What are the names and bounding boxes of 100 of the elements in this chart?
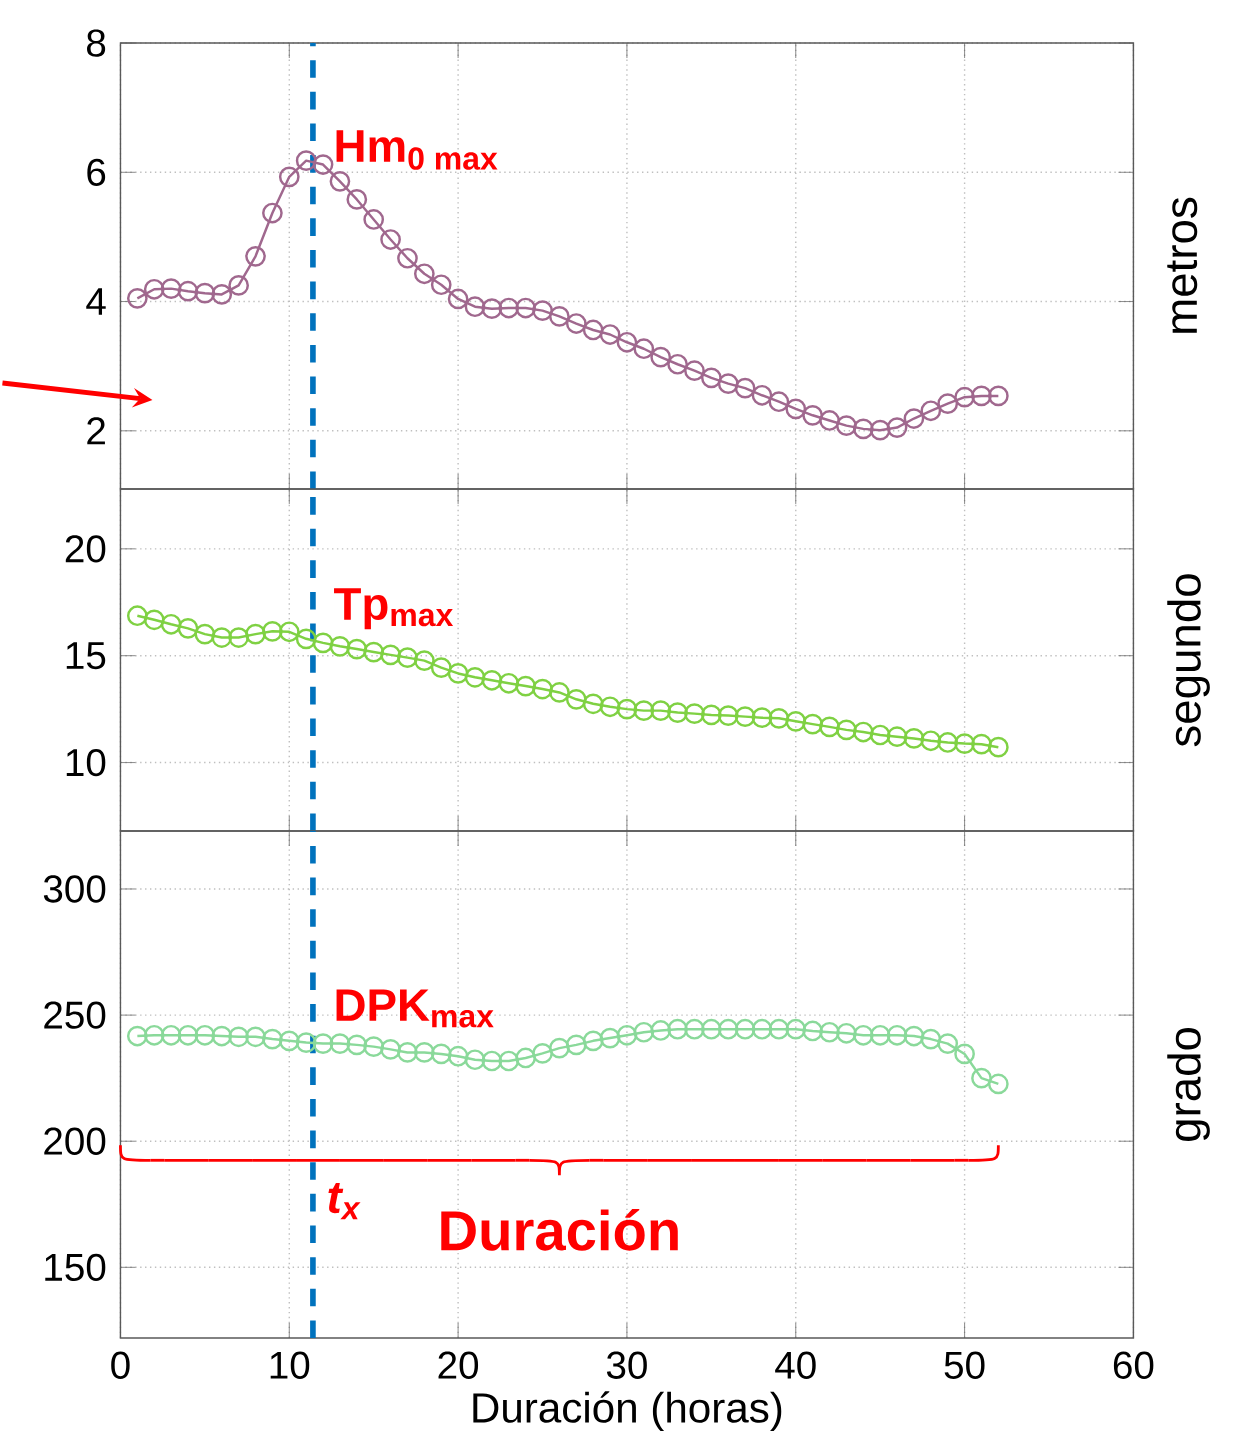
point — [903, 1025, 925, 1047]
point — [785, 710, 806, 732]
x-tick-label: 50 — [944, 1351, 985, 1379]
point — [481, 298, 503, 320]
point — [987, 1073, 1009, 1095]
point — [717, 705, 739, 726]
point — [261, 202, 283, 224]
point — [616, 1024, 638, 1046]
point — [751, 384, 773, 406]
point — [869, 419, 891, 441]
point — [329, 635, 351, 657]
point — [802, 1020, 823, 1042]
point — [548, 1037, 570, 1059]
point — [954, 1043, 975, 1065]
point — [430, 1043, 452, 1065]
point — [937, 732, 958, 753]
point — [346, 1034, 367, 1056]
point — [650, 1020, 671, 1041]
x-axis-title: Duración (horas) — [473, 1391, 782, 1432]
point — [278, 1030, 300, 1052]
point — [650, 700, 671, 721]
point — [380, 229, 401, 250]
y-tick-label: 300 — [43, 875, 106, 903]
point — [852, 418, 874, 440]
point — [261, 1028, 283, 1050]
point — [582, 693, 604, 715]
point — [987, 736, 1009, 758]
point — [565, 1034, 587, 1056]
point — [430, 657, 452, 679]
x-tick-label: 30 — [606, 1351, 647, 1379]
point — [143, 609, 165, 631]
point — [734, 1018, 756, 1040]
point — [464, 296, 486, 318]
point — [498, 297, 519, 319]
point — [633, 1021, 654, 1043]
point — [531, 678, 553, 700]
point — [295, 1032, 317, 1053]
point — [903, 728, 925, 749]
point — [734, 706, 756, 727]
x-tick-label: 60 — [1113, 1351, 1154, 1379]
point — [160, 613, 182, 635]
point — [599, 696, 621, 718]
x-tick-label: 40 — [774, 1351, 816, 1379]
point — [920, 1028, 941, 1050]
point — [565, 688, 587, 710]
point — [683, 703, 705, 724]
point — [937, 393, 958, 415]
point — [667, 1018, 688, 1040]
point — [380, 644, 401, 666]
point — [515, 297, 536, 319]
point — [818, 410, 840, 431]
point — [599, 1027, 621, 1049]
point — [751, 707, 773, 729]
point — [244, 1026, 266, 1048]
point — [954, 386, 975, 408]
point — [312, 154, 334, 175]
point — [312, 632, 334, 654]
y-axis-title: segundo — [1167, 574, 1210, 747]
point — [363, 209, 384, 230]
point — [734, 377, 756, 399]
point — [380, 1039, 401, 1060]
point — [515, 1047, 536, 1069]
y-axis-title: metros — [1167, 197, 1198, 333]
point — [987, 385, 1009, 407]
annotation: Tp$_{max}$ — [333, 588, 453, 630]
point — [194, 1024, 216, 1046]
point — [295, 150, 317, 172]
point — [954, 733, 975, 754]
annotation: Hm$_{0 max}$ — [336, 130, 498, 170]
point — [818, 1021, 840, 1043]
point — [886, 417, 908, 438]
y-tick-label: 10 — [66, 748, 106, 777]
point — [785, 1018, 806, 1040]
point — [143, 1024, 165, 1046]
point — [683, 360, 705, 382]
point — [869, 724, 891, 746]
annotation: Duración — [441, 1208, 678, 1251]
point — [616, 698, 638, 720]
point — [447, 288, 469, 310]
point — [481, 669, 503, 691]
point — [177, 280, 199, 302]
point — [582, 319, 604, 341]
point — [160, 278, 182, 299]
point — [869, 1024, 891, 1046]
point — [531, 1043, 553, 1064]
point — [363, 1036, 384, 1057]
point — [802, 404, 823, 426]
point — [126, 1025, 148, 1047]
point — [447, 1045, 469, 1067]
point — [599, 324, 621, 345]
point — [835, 415, 857, 437]
point — [717, 373, 739, 394]
point — [126, 605, 148, 627]
point — [785, 398, 806, 420]
point — [835, 1022, 857, 1044]
point — [413, 650, 435, 671]
point — [211, 1025, 232, 1047]
point — [244, 623, 266, 645]
point — [835, 719, 857, 741]
point — [126, 287, 148, 309]
